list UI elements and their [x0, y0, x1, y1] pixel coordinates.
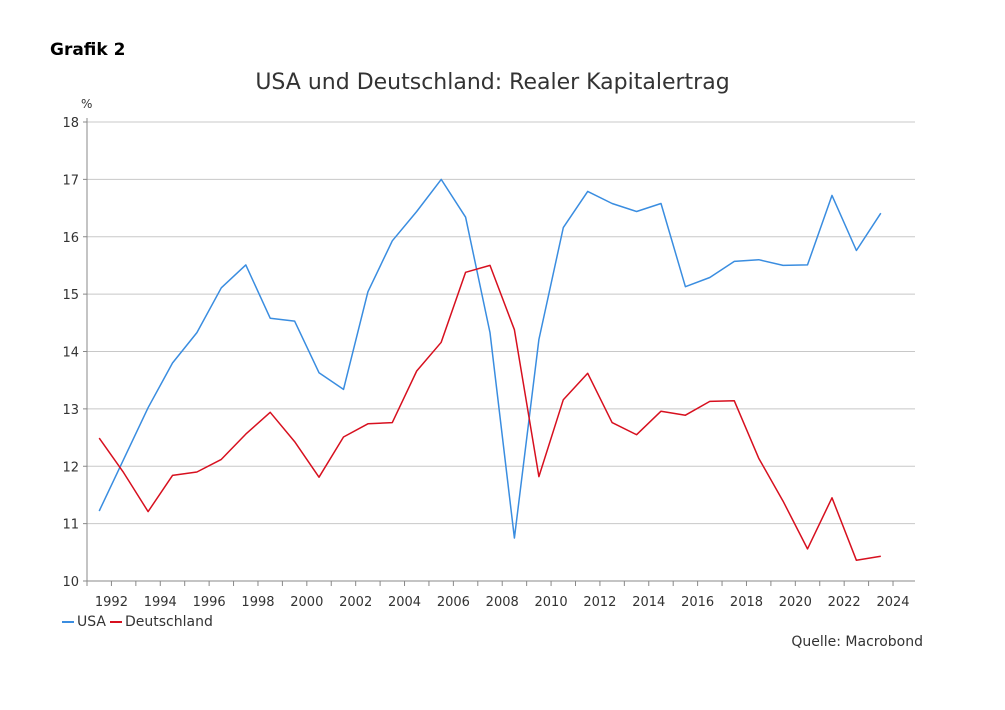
grid-lines — [87, 121, 915, 525]
legend: USA Deutschland — [62, 614, 217, 630]
legend-swatch-usa — [62, 621, 74, 623]
y-tick-label-13: 13 — [62, 403, 79, 418]
x-tick-label-2018: 2018 — [730, 595, 763, 610]
x-tick-label-2008: 2008 — [486, 595, 519, 610]
x-tick-label-2010: 2010 — [535, 595, 568, 610]
x-tick-label-2024: 2024 — [876, 595, 909, 610]
x-tick-label-1994: 1994 — [144, 595, 177, 610]
series-line-deutschland — [98, 264, 881, 562]
y-tick-label-18: 18 — [62, 116, 79, 131]
y-tick-label-11: 11 — [62, 518, 79, 533]
y-tick-label-17: 17 — [62, 173, 79, 188]
series-line-usa — [98, 178, 882, 539]
x-tick-label-1996: 1996 — [193, 595, 226, 610]
y-tick-label-12: 12 — [62, 460, 79, 475]
x-tick-label-1992: 1992 — [95, 595, 128, 610]
source-note: Quelle: Macrobond — [791, 634, 923, 650]
y-tick-label-10: 10 — [62, 575, 79, 590]
x-tick-label-2004: 2004 — [388, 595, 421, 610]
legend-swatch-deutschland — [109, 621, 122, 623]
y-tick-label-16: 16 — [62, 231, 79, 246]
x-tick-label-1998: 1998 — [241, 595, 274, 610]
legend-item-deutschland: Deutschland — [109, 614, 213, 630]
x-tick-label-2022: 2022 — [828, 595, 861, 610]
y-tick-label-15: 15 — [62, 288, 79, 303]
x-tick-label-2006: 2006 — [437, 595, 470, 610]
figure-label: Grafik 2 — [50, 40, 126, 60]
legend-label-usa: USA — [77, 614, 106, 630]
y-tick-label-14: 14 — [62, 346, 79, 361]
x-tick-label-2016: 2016 — [681, 595, 714, 610]
x-tick-label-2000: 2000 — [290, 595, 323, 610]
series-lines — [98, 178, 882, 562]
chart-title: USA und Deutschland: Realer Kapitalertra… — [255, 70, 730, 95]
y-axis-unit: % — [81, 97, 93, 111]
x-tick-label-2014: 2014 — [632, 595, 665, 610]
x-tick-label-2002: 2002 — [339, 595, 372, 610]
legend-label-deutschland: Deutschland — [124, 614, 213, 630]
x-tick-label-2012: 2012 — [583, 595, 616, 610]
legend-item-usa: USA — [62, 614, 106, 630]
x-tick-label-2020: 2020 — [779, 595, 812, 610]
axes: 10 11 12 13 14 15 16 17 18 1992 1994 1996 1998 2000 20… — [62, 116, 915, 610]
